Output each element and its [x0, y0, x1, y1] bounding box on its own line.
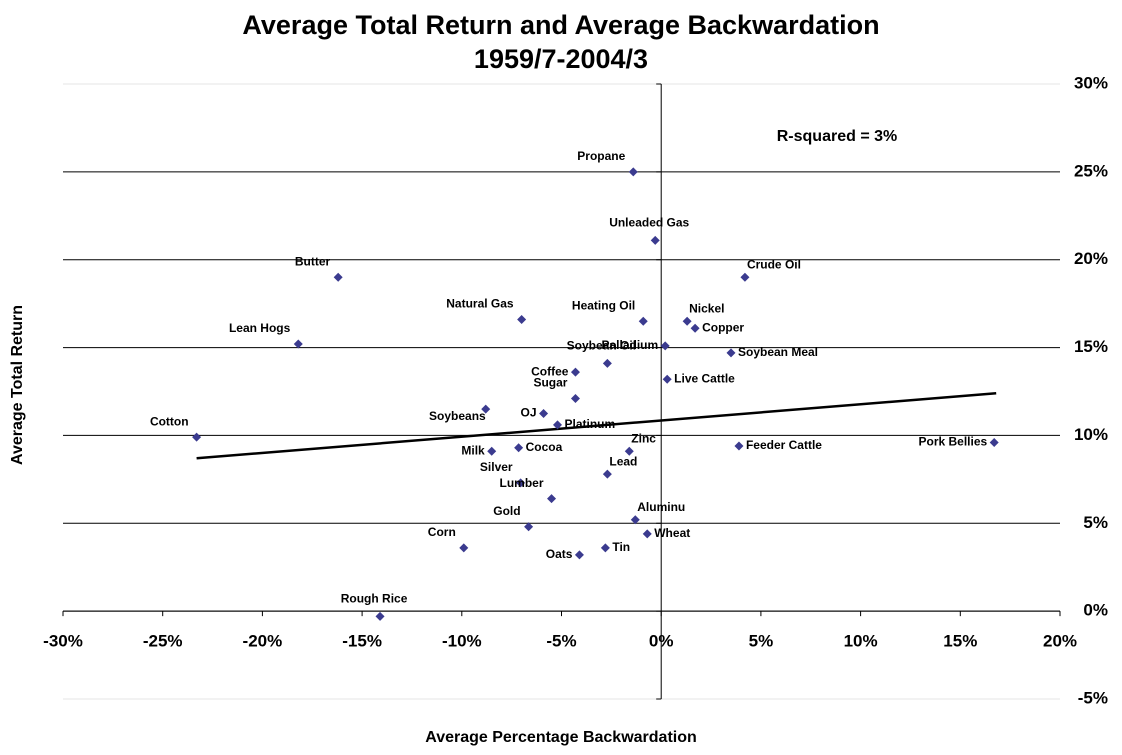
point-label: Coffee [531, 364, 569, 378]
y-tick-label: 10% [1074, 425, 1108, 444]
point-label: Rough Rice [341, 592, 408, 606]
point-label: OJ [521, 406, 537, 420]
point-label: Oats [546, 547, 573, 561]
point-label: Crude Oil [747, 257, 801, 271]
x-tick-label: 10% [844, 632, 878, 651]
point-label: Zinc [631, 431, 656, 445]
y-tick-label: 15% [1074, 337, 1108, 356]
point [600, 543, 610, 553]
point [690, 323, 700, 333]
point-label: Palladium [602, 338, 659, 352]
point [740, 272, 750, 282]
point [514, 443, 524, 453]
point [517, 314, 527, 324]
x-tick-label: -30% [43, 632, 83, 651]
point [293, 339, 303, 349]
y-tick-label: 5% [1083, 513, 1108, 532]
point-label: Copper [702, 320, 744, 334]
x-tick-label: -25% [143, 632, 183, 651]
point-label: Propane [577, 149, 625, 163]
point-label: Feeder Cattle [746, 438, 822, 452]
point-label: Gold [493, 504, 520, 518]
point-label: Milk [461, 443, 485, 457]
y-tick-label: 25% [1074, 161, 1108, 180]
point [642, 529, 652, 539]
point-label: Cotton [150, 414, 189, 428]
x-tick-label: 20% [1043, 632, 1077, 651]
point-label: Live Cattle [674, 371, 735, 385]
point [547, 494, 557, 504]
chart-subtitle: 1959/7-2004/3 [474, 44, 648, 74]
y-tick-label: 20% [1074, 249, 1108, 268]
point [570, 394, 580, 404]
point-label: Cocoa [526, 440, 563, 454]
point [628, 167, 638, 177]
point-label: Natural Gas [446, 297, 514, 311]
point [481, 404, 491, 414]
point [539, 408, 549, 418]
annotation: R-squared = 3% [777, 128, 897, 145]
point [333, 272, 343, 282]
point [726, 348, 736, 358]
point [574, 550, 584, 560]
point [602, 469, 612, 479]
x-tick-label: -15% [342, 632, 382, 651]
point [638, 316, 648, 326]
point-label: Heating Oil [572, 298, 635, 312]
point [192, 432, 202, 442]
point-label: Sugar [533, 376, 567, 390]
point-label: Wheat [654, 526, 690, 540]
point-label: Lumber [500, 476, 544, 490]
point [516, 478, 526, 488]
y-tick-label: -5% [1078, 688, 1108, 707]
point [375, 611, 385, 621]
point-label: Nickel [689, 301, 724, 315]
point [524, 522, 534, 532]
point [459, 543, 469, 553]
point [734, 441, 744, 451]
point [553, 420, 563, 430]
point [989, 437, 999, 447]
point [570, 367, 580, 377]
point-label: Butter [295, 254, 331, 268]
point-label: Pork Bellies [918, 435, 987, 449]
x-tick-label: 15% [943, 632, 977, 651]
point [630, 515, 640, 525]
point-label: Soybean Meal [738, 345, 818, 359]
point [487, 446, 497, 456]
y-axis-title: Average Total Return [9, 305, 26, 465]
y-tick-label: 30% [1074, 73, 1108, 92]
point [602, 358, 612, 368]
point-label: Tin [612, 540, 630, 554]
point-label: Aluminu [637, 500, 685, 514]
point-label: Soybean Oil [567, 339, 636, 353]
point [662, 374, 672, 384]
y-tick-label: 0% [1083, 601, 1108, 620]
point [624, 446, 634, 456]
chart-title: Average Total Return and Average Backwar… [242, 10, 879, 40]
x-axis-title: Average Percentage Backwardation [425, 729, 697, 746]
point [682, 316, 692, 326]
point-label: Corn [428, 525, 456, 539]
point-label: Soybeans [429, 409, 486, 423]
point-label: Unleaded Gas [609, 216, 689, 230]
point-label: Lean Hogs [229, 321, 291, 335]
x-tick-label: 5% [749, 632, 774, 651]
trendline [196, 392, 997, 460]
x-tick-label: -20% [243, 632, 283, 651]
point-label: Platinum [565, 417, 616, 431]
x-tick-label: -5% [546, 632, 576, 651]
x-tick-label: -10% [442, 632, 482, 651]
point-label: Lead [609, 454, 637, 468]
point-label: Silver [480, 460, 513, 474]
point [650, 235, 660, 245]
point [660, 341, 670, 351]
